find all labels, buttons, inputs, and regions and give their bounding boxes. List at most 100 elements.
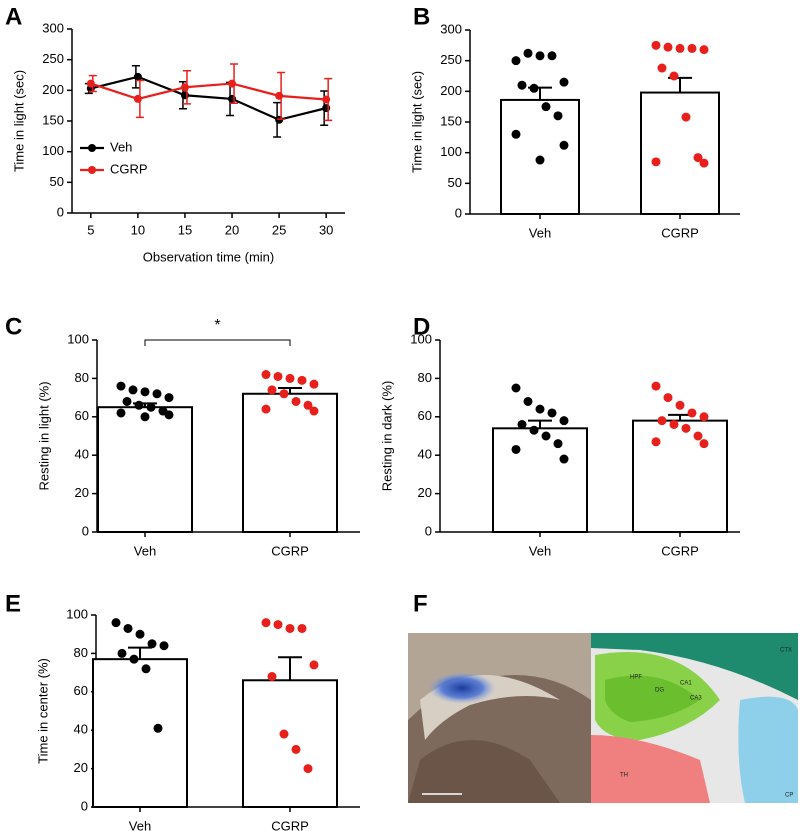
- y-tick-label: 100: [67, 331, 89, 346]
- data-point: [535, 404, 545, 414]
- y-tick-label: 250: [42, 51, 64, 66]
- panel-letter: C: [5, 313, 22, 340]
- data-point: [541, 431, 551, 441]
- atlas-label: CA3: [690, 696, 702, 702]
- y-tick-label: 200: [42, 82, 64, 97]
- data-point: [687, 43, 697, 53]
- data-point: [699, 45, 709, 55]
- data-point: [159, 641, 169, 651]
- data-point: [699, 158, 709, 168]
- data-point: [285, 373, 295, 383]
- error-bar: [278, 656, 302, 681]
- y-tick-label: 0: [57, 204, 64, 219]
- y-tick-label: 80: [418, 370, 432, 385]
- bar: [492, 427, 588, 534]
- data-point: [681, 423, 691, 433]
- legend-marker: [88, 166, 96, 174]
- y-tick-label: 300: [440, 21, 462, 36]
- cortex-region: [408, 633, 591, 720]
- y-tick-label: 50: [50, 174, 64, 189]
- y-tick-label: 20: [418, 485, 432, 500]
- significance-label: *: [214, 317, 220, 334]
- atlas-label: HPF: [630, 675, 642, 681]
- data-point: [675, 400, 685, 410]
- bar: [640, 91, 720, 215]
- point: [180, 91, 189, 100]
- bar: [92, 658, 188, 808]
- data-point: [291, 396, 301, 406]
- error-bar: [128, 646, 152, 660]
- y-tick-label: 60: [75, 408, 89, 423]
- x-tick-label: CGRP: [271, 543, 309, 558]
- data-point: [511, 383, 521, 393]
- data-point: [129, 654, 139, 664]
- data-point: [267, 385, 277, 395]
- data-point: [523, 396, 533, 406]
- y-tick-label: 80: [75, 370, 89, 385]
- y-axis-label: Resting in light (%): [36, 381, 51, 490]
- data-point: [651, 157, 661, 167]
- data-point: [153, 723, 163, 733]
- atlas-label: TH: [620, 773, 628, 779]
- x-tick-label: Veh: [529, 543, 551, 558]
- data-point: [657, 63, 667, 73]
- data-point: [116, 408, 126, 418]
- y-tick-label: 200: [440, 83, 462, 98]
- data-point: [117, 648, 127, 658]
- error-bar: [278, 387, 302, 394]
- y-tick-label: 40: [75, 447, 89, 462]
- data-point: [303, 764, 313, 774]
- data-point: [547, 51, 557, 61]
- y-axis-label: Time in center (%): [35, 658, 50, 764]
- x-tick-label: Veh: [134, 543, 156, 558]
- data-point: [529, 83, 539, 93]
- data-point: [141, 664, 151, 674]
- y-tick-label: 0: [82, 523, 89, 538]
- legend-marker: [88, 144, 96, 152]
- point: [180, 83, 189, 92]
- y-tick-label: 40: [74, 722, 88, 737]
- atlas-th: [591, 735, 710, 803]
- data-point: [511, 129, 521, 139]
- data-point: [529, 425, 539, 435]
- y-tick-label: 250: [440, 52, 462, 67]
- series-line: [90, 82, 327, 101]
- x-axis-label: Observation time (min): [143, 249, 274, 264]
- significance-bracket: [144, 339, 291, 346]
- data-point: [297, 375, 307, 385]
- y-tick-label: 50: [448, 175, 462, 190]
- data-point: [309, 379, 319, 389]
- data-point: [261, 370, 271, 380]
- data-point: [146, 402, 156, 412]
- data-point: [152, 389, 162, 399]
- panel-letter: F: [413, 590, 428, 617]
- data-point: [693, 153, 703, 163]
- atlas-label: CTX: [780, 648, 792, 654]
- y-tick-label: 40: [418, 447, 432, 462]
- data-point: [128, 385, 138, 395]
- data-point: [116, 381, 126, 391]
- data-point: [147, 639, 157, 649]
- data-point: [663, 393, 673, 403]
- panel-letter: A: [5, 3, 22, 30]
- atlas-hpf-inner: [605, 675, 700, 722]
- x-tick-label: Veh: [129, 818, 151, 831]
- y-tick-label: 20: [74, 760, 88, 775]
- atlas-label: CP: [785, 793, 793, 799]
- y-tick-label: 100: [42, 143, 64, 158]
- data-point: [693, 431, 703, 441]
- x-tick-label: 10: [131, 222, 145, 237]
- point: [133, 72, 142, 81]
- data-point: [517, 80, 527, 90]
- y-tick-label: 0: [81, 798, 88, 813]
- data-point: [122, 396, 132, 406]
- data-point: [553, 439, 563, 449]
- x-tick-label: CGRP: [271, 818, 309, 831]
- legend-label: Veh: [110, 139, 132, 154]
- data-point: [687, 408, 697, 418]
- data-point: [261, 404, 271, 414]
- y-tick-label: 0: [425, 523, 432, 538]
- data-point: [140, 412, 150, 422]
- data-point: [657, 416, 667, 426]
- point: [133, 94, 142, 103]
